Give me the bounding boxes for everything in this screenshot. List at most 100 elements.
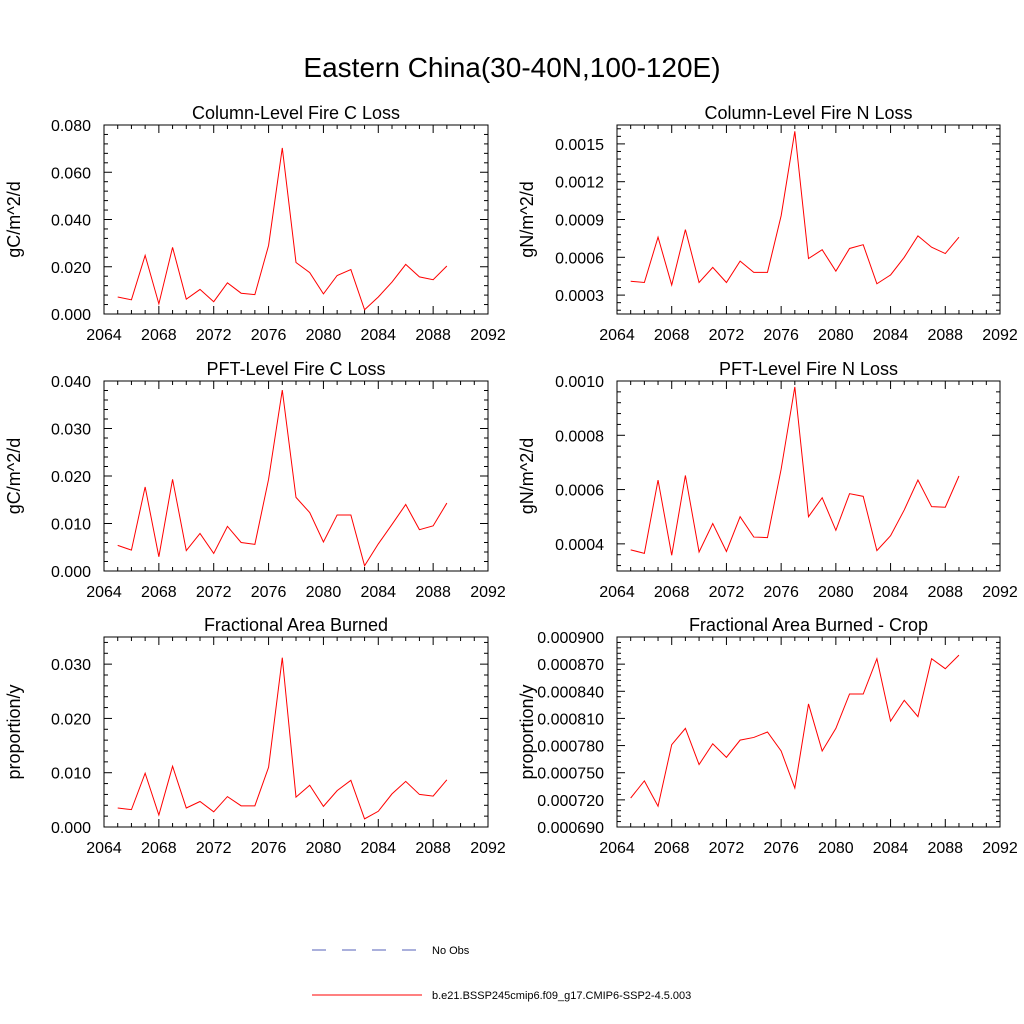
x-tick-label: 2088 <box>415 327 451 344</box>
x-tick-label: 2076 <box>251 840 287 857</box>
series-line <box>117 657 448 820</box>
x-tick-label: 2084 <box>360 840 396 857</box>
x-tick-label: 2068 <box>141 327 177 344</box>
x-tick-label: 2092 <box>470 840 506 857</box>
chart-panel-6: Fractional Area Burned - Crop proportion/… <box>517 615 1018 857</box>
x-tick-label: 2068 <box>141 840 177 857</box>
y-tick-label: 0.020 <box>51 711 91 728</box>
y-tick-label: 0.0012 <box>555 175 604 192</box>
x-tick-label: 2080 <box>818 584 854 601</box>
x-tick-label: 2064 <box>86 840 122 857</box>
y-tick-label: 0.020 <box>51 469 91 486</box>
x-tick-label: 2092 <box>470 584 506 601</box>
panel-title: PFT-Level Fire N Loss <box>719 359 898 379</box>
y-axis-label: proportion/y <box>4 684 24 779</box>
y-tick-label: 0.0010 <box>555 374 604 391</box>
x-tick-label: 2064 <box>599 327 635 344</box>
x-tick-label: 2064 <box>86 327 122 344</box>
x-tick-label: 2064 <box>599 840 635 857</box>
y-tick-label: 0.000 <box>51 307 91 324</box>
plot-frame <box>103 636 489 828</box>
y-axis-label: gN/m^2/d <box>517 181 537 257</box>
y-tick-label: 0.0008 <box>555 428 604 445</box>
y-tick-label: 0.080 <box>51 118 91 135</box>
y-axis-label: gC/m^2/d <box>4 181 24 257</box>
x-tick-label: 2068 <box>654 327 690 344</box>
x-tick-label: 2072 <box>709 840 745 857</box>
chart-panels: Column-Level Fire C Loss gC/m^2/d 2064 2068… <box>4 103 1018 857</box>
panel-title: Column-Level Fire N Loss <box>704 103 912 123</box>
x-tick-label: 2084 <box>873 840 909 857</box>
x-tick-label: 2092 <box>982 840 1018 857</box>
x-tick-label: 2088 <box>927 327 963 344</box>
y-axis-label: gN/m^2/d <box>517 438 537 514</box>
y-tick-label: 0.0006 <box>555 250 604 267</box>
x-tick-label: 2084 <box>360 584 396 601</box>
y-tick-label: 0.000750 <box>537 766 604 783</box>
y-tick-label: 0.020 <box>51 260 91 277</box>
legend-label-model: b.e21.BSSP245cmip6.f09_g17.CMIP6-SSP2-4.… <box>432 990 691 1002</box>
y-axis-label: gC/m^2/d <box>4 438 24 514</box>
x-tick-label: 2080 <box>818 327 854 344</box>
y-tick-label: 0.060 <box>51 165 91 182</box>
series-line <box>630 386 960 556</box>
panel-title: PFT-Level Fire C Loss <box>206 359 385 379</box>
y-tick-label: 0.030 <box>51 657 91 674</box>
y-tick-label: 0.040 <box>51 213 91 230</box>
x-tick-label: 2068 <box>654 840 690 857</box>
x-tick-label: 2088 <box>415 584 451 601</box>
x-tick-label: 2092 <box>982 584 1018 601</box>
x-tick-label: 2080 <box>306 840 342 857</box>
series-line <box>630 654 960 808</box>
y-tick-label: 0.0004 <box>555 537 604 554</box>
x-tick-label: 2072 <box>196 327 232 344</box>
y-tick-label: 0.000 <box>51 564 91 581</box>
x-tick-label: 2068 <box>141 584 177 601</box>
x-tick-label: 2080 <box>818 840 854 857</box>
plot-frame <box>616 636 1001 828</box>
x-tick-label: 2084 <box>873 327 909 344</box>
series-line <box>630 131 960 287</box>
x-tick-label: 2080 <box>306 327 342 344</box>
x-tick-label: 2068 <box>654 584 690 601</box>
y-tick-label: 0.0015 <box>555 137 604 154</box>
panel-title: Column-Level Fire C Loss <box>192 103 400 123</box>
plot-frame <box>616 380 1001 572</box>
x-tick-label: 2072 <box>196 584 232 601</box>
y-tick-label: 0.000780 <box>537 739 604 756</box>
y-tick-label: 0.040 <box>51 374 91 391</box>
x-tick-label: 2076 <box>763 584 799 601</box>
y-tick-label: 0.000810 <box>537 711 604 728</box>
y-tick-label: 0.0009 <box>555 213 604 230</box>
y-tick-label: 0.000870 <box>537 657 604 674</box>
x-tick-label: 2076 <box>763 840 799 857</box>
y-tick-label: 0.0006 <box>555 483 604 500</box>
y-tick-label: 0.010 <box>51 766 91 783</box>
plot-frame <box>616 124 1001 315</box>
x-tick-label: 2088 <box>415 840 451 857</box>
y-tick-label: 0.000690 <box>537 820 604 837</box>
x-tick-label: 2072 <box>709 584 745 601</box>
chart-panel-4: PFT-Level Fire N Loss gN/m^2/d 2064 2068 207… <box>517 359 1018 601</box>
series-line <box>117 147 448 311</box>
y-tick-label: 0.010 <box>51 517 91 534</box>
chart-panel-1: Column-Level Fire C Loss gC/m^2/d 2064 2068… <box>4 103 506 344</box>
figure-title: Eastern China(30-40N,100-120E) <box>303 52 720 83</box>
y-tick-label: 0.000840 <box>537 684 604 701</box>
x-tick-label: 2076 <box>251 327 287 344</box>
y-tick-label: 0.000 <box>51 820 91 837</box>
y-tick-label: 0.000720 <box>537 793 604 810</box>
x-tick-label: 2088 <box>927 840 963 857</box>
x-tick-label: 2076 <box>763 327 799 344</box>
panel-title: Fractional Area Burned <box>204 615 388 635</box>
series-line <box>117 389 448 568</box>
x-tick-label: 2064 <box>86 584 122 601</box>
x-tick-label: 2076 <box>251 584 287 601</box>
x-tick-label: 2072 <box>709 327 745 344</box>
x-tick-label: 2084 <box>873 584 909 601</box>
chart-panel-2: Column-Level Fire N Loss gN/m^2/d 2064 2068… <box>517 103 1018 344</box>
x-tick-label: 2088 <box>927 584 963 601</box>
legend-label-no-obs: No Obs <box>432 945 470 957</box>
chart-panel-3: PFT-Level Fire C Loss gC/m^2/d 2064 2068 207… <box>4 359 506 601</box>
